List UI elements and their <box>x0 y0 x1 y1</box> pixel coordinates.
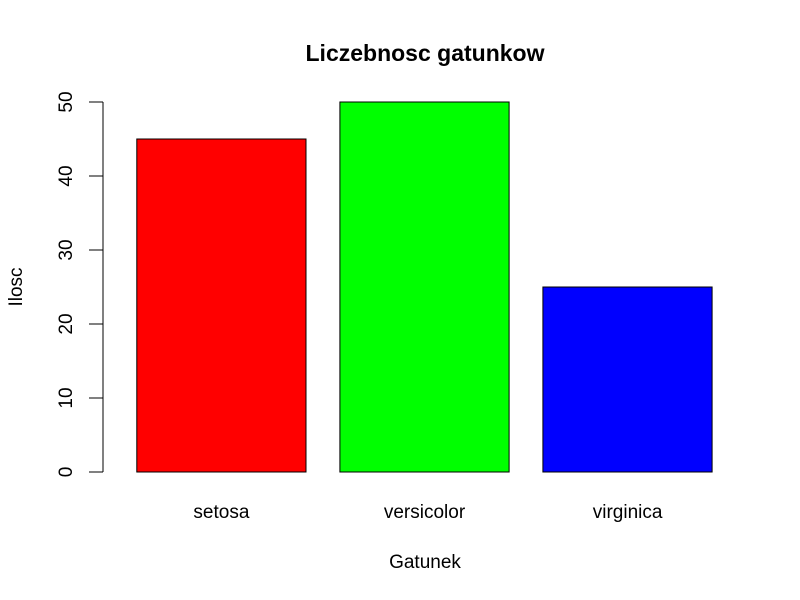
x-axis: setosa versicolor virginica <box>193 502 662 523</box>
y-tick-label-30: 30 <box>56 239 77 260</box>
y-axis: 0 10 20 30 40 50 <box>56 91 104 478</box>
chart-title: Liczebnosc gatunkow <box>306 40 545 66</box>
y-tick-label-20: 20 <box>56 313 77 334</box>
x-tick-label-versicolor: versicolor <box>384 502 466 523</box>
x-axis-label: Gatunek <box>389 552 461 573</box>
y-axis-label: Ilosc <box>6 267 27 306</box>
bar-setosa <box>136 138 307 473</box>
x-tick-label-setosa: setosa <box>193 502 249 523</box>
x-tick-label-virginica: virginica <box>593 502 663 523</box>
bars-group <box>136 101 713 473</box>
bar-versicolor <box>339 101 510 473</box>
y-tick-label-40: 40 <box>56 165 77 186</box>
y-tick-label-10: 10 <box>56 387 77 408</box>
y-tick-label-50: 50 <box>56 91 77 112</box>
bar-virginica <box>542 286 713 473</box>
y-tick-label-0: 0 <box>56 467 77 478</box>
